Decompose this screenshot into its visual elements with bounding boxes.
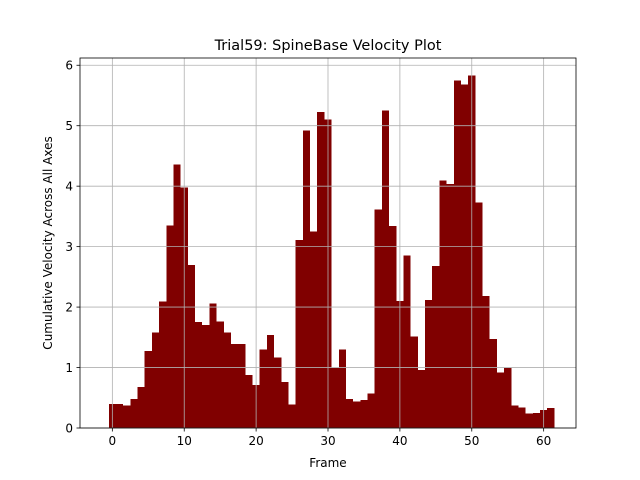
bar-frame-58: [525, 413, 533, 428]
x-tick-label: 10: [177, 434, 192, 448]
x-tick-label: 50: [464, 434, 479, 448]
x-tick-label: 30: [320, 434, 335, 448]
bar-frame-6: [151, 332, 160, 428]
bar-frame-35: [360, 400, 368, 428]
bar-frame-51: [475, 202, 483, 428]
bar-frame-25: [288, 404, 296, 428]
bar-frame-16: [223, 332, 231, 428]
bar-frame-21: [259, 349, 267, 428]
x-tick-label: 0: [109, 434, 117, 448]
bar-frame-4: [137, 386, 145, 428]
bar-frame-39: [389, 226, 397, 428]
bar-frame-9: [173, 164, 181, 429]
bar-frame-27: [302, 130, 311, 429]
y-tick-label: 4: [65, 179, 73, 193]
bar-frame-61: [547, 408, 555, 428]
bar-frame-2: [123, 405, 131, 428]
chart-title: Trial59: SpineBase Velocity Plot: [214, 38, 442, 54]
bar-frame-55: [504, 368, 512, 428]
bar-frame-31: [331, 368, 339, 428]
bar-frame-1: [115, 403, 124, 428]
bar-frame-49: [460, 84, 469, 428]
bar-frame-15: [216, 321, 224, 428]
bar-frame-52: [482, 296, 490, 428]
bar-frame-54: [496, 372, 505, 428]
y-tick-label: 3: [65, 240, 73, 254]
bar-frame-23: [274, 357, 282, 428]
bar-frame-36: [367, 393, 375, 428]
x-tick-label: 40: [392, 434, 407, 448]
bar-frame-17: [230, 343, 239, 428]
bar-frame-8: [166, 225, 174, 428]
x-tick-label: 20: [248, 434, 263, 448]
bar-frame-56: [511, 405, 519, 428]
ticks-group: 0 10 20 30 40 50 60 0 1 2 3 4 5 6: [65, 59, 551, 448]
bar-frame-33: [345, 398, 354, 428]
x-tick-label: 60: [536, 434, 551, 448]
bar-frame-44: [425, 299, 433, 428]
y-tick-label: 2: [65, 300, 73, 314]
bar-frame-11: [187, 264, 196, 428]
y-tick-label: 5: [65, 119, 73, 133]
bar-frame-7: [159, 301, 167, 428]
bar-frame-46: [439, 180, 447, 428]
bar-frame-48: [453, 80, 461, 429]
bar-frame-3: [130, 398, 138, 428]
y-tick-label: 0: [65, 421, 73, 435]
bar-frame-18: [238, 343, 246, 428]
grid-group: [80, 58, 576, 429]
bar-frame-26: [295, 239, 303, 428]
bar-frame-24: [281, 382, 289, 428]
bar-frame-5: [144, 351, 152, 428]
bars-group: [108, 75, 555, 429]
bar-frame-32: [338, 349, 346, 428]
bar-frame-34: [353, 401, 361, 428]
y-tick-label: 6: [65, 59, 73, 73]
bar-frame-12: [195, 322, 203, 428]
bar-frame-42: [410, 336, 418, 428]
bar-frame-29: [317, 111, 325, 428]
bar-frame-43: [417, 369, 426, 428]
bar-frame-37: [374, 209, 382, 428]
y-axis-label: Cumulative Velocity Across All Axes: [41, 136, 55, 349]
bar-frame-45: [432, 265, 440, 428]
bar-frame-53: [489, 339, 497, 428]
bar-frame-57: [518, 407, 526, 428]
bar-frame-59: [532, 412, 541, 428]
bar-frame-47: [446, 183, 454, 428]
bar-frame-13: [202, 325, 210, 428]
y-tick-label: 1: [65, 361, 73, 375]
bar-frame-14: [209, 303, 217, 428]
x-axis-label: Frame: [309, 456, 346, 470]
bar-frame-38: [381, 110, 390, 429]
bar-frame-28: [310, 231, 318, 428]
bar-frame-19: [245, 374, 253, 428]
bar-frame-22: [266, 334, 275, 428]
bar-frame-41: [403, 255, 411, 428]
